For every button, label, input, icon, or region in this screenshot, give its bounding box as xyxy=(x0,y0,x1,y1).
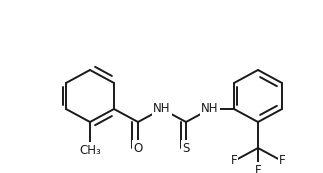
Text: F: F xyxy=(279,154,285,167)
Text: S: S xyxy=(182,142,190,154)
Text: NH: NH xyxy=(153,102,171,116)
Text: F: F xyxy=(255,163,261,173)
Text: O: O xyxy=(133,142,143,154)
Text: F: F xyxy=(231,154,237,167)
Text: CH₃: CH₃ xyxy=(79,143,101,157)
Text: NH: NH xyxy=(201,102,219,116)
